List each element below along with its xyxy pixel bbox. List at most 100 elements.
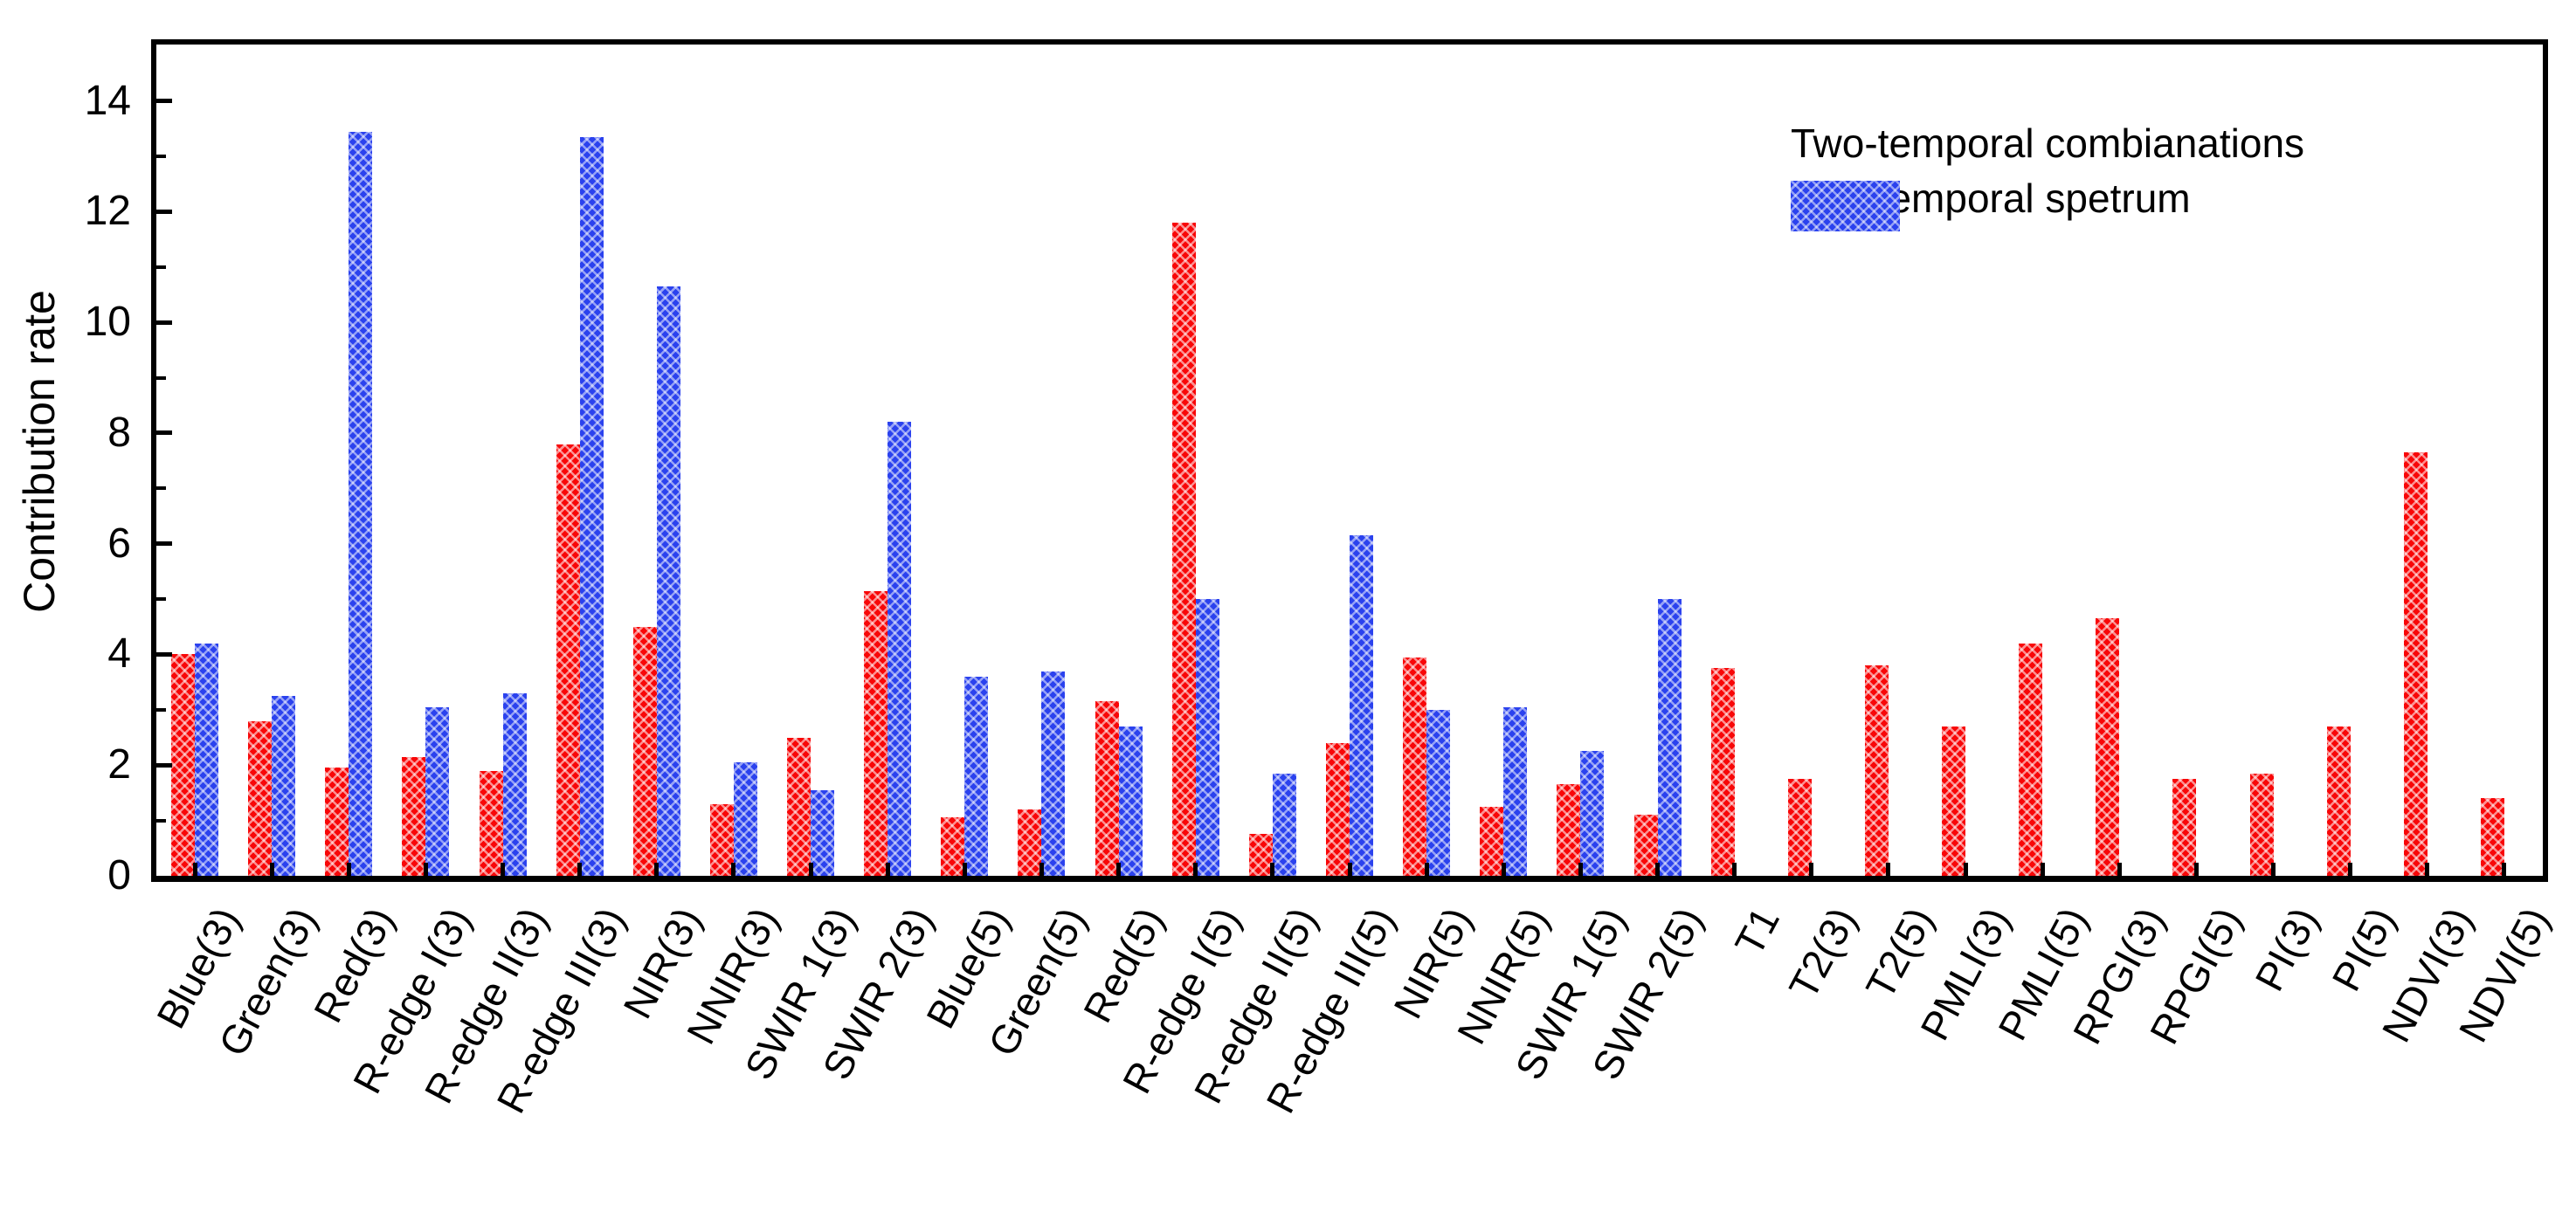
y-tick-label: 12: [84, 188, 131, 235]
x-tick: [1655, 863, 1661, 876]
bar-spectrum-Red(3): [349, 131, 373, 876]
bar-combinations-NDVI(5): [2480, 798, 2504, 876]
bar-spectrum-SWIR 2(5): [1657, 599, 1682, 876]
bar-spectrum-Blue(3): [195, 643, 219, 876]
x-tick: [654, 863, 660, 876]
bar-combinations-R-edge III(5): [1326, 742, 1350, 876]
legend-label-combinations: Two-temporal combianations: [1791, 120, 2305, 166]
y-major-tick: [156, 430, 172, 436]
x-tick: [501, 863, 506, 876]
bar-spectrum-R-edge III(3): [579, 136, 604, 876]
y-minor-tick: [156, 818, 166, 823]
x-tick: [885, 863, 890, 876]
x-tick: [1732, 863, 1737, 876]
y-tick-label: 6: [107, 520, 131, 567]
bar-combinations-NNIR(3): [709, 803, 734, 876]
bar-combinations-RPGI(5): [2172, 779, 2197, 876]
y-major-tick: [156, 99, 172, 104]
bar-spectrum-NNIR(5): [1503, 706, 1528, 876]
bar-spectrum-SWIR 2(3): [887, 422, 912, 876]
bar-combinations-T2(5): [1864, 665, 1889, 876]
x-tick: [2502, 863, 2507, 876]
x-tick: [577, 863, 583, 876]
bar-combinations-Red(3): [325, 768, 349, 876]
bar-combinations-RPGI(3): [2096, 618, 2120, 876]
bar-combinations-NDVI(3): [2403, 452, 2428, 876]
bar-combinations-PMLI(5): [2019, 643, 2043, 876]
bar-combinations-Red(5): [1095, 701, 1119, 876]
y-tick-label: 4: [107, 630, 131, 678]
x-tick: [269, 863, 274, 876]
x-tick: [1270, 863, 1275, 876]
legend-item-spectrum: Two-temporal spetrum: [1791, 176, 2304, 231]
y-tick-label: 8: [107, 409, 131, 456]
bar-combinations-NIR(5): [1403, 657, 1427, 876]
bar-spectrum-NIR(3): [656, 286, 680, 876]
bar-combinations-SWIR 2(5): [1633, 815, 1658, 876]
bar-combinations-R-edge I(3): [402, 756, 426, 876]
bar-combinations-R-edge II(3): [479, 770, 503, 876]
x-tick: [1193, 863, 1198, 876]
y-tick-label: 14: [84, 77, 131, 124]
bar-combinations-SWIR 2(3): [864, 590, 888, 876]
bar-combinations-NIR(3): [632, 626, 657, 876]
bar-spectrum-SWIR 1(5): [1580, 751, 1605, 876]
x-tick-label: T2(5): [1856, 899, 1943, 1007]
x-tick-label: T2(3): [1779, 899, 1866, 1007]
x-tick: [1116, 863, 1122, 876]
bar-combinations-Green(3): [248, 720, 273, 876]
y-major-tick: [156, 541, 172, 547]
x-tick: [731, 863, 736, 876]
bar-combinations-PMLI(3): [1942, 726, 1966, 876]
x-tick: [1963, 863, 1968, 876]
y-minor-tick: [156, 597, 166, 602]
bar-combinations-PI(3): [2249, 773, 2274, 876]
bar-spectrum-R-edge II(3): [502, 692, 527, 876]
y-minor-tick: [156, 155, 166, 159]
y-tick-label: 0: [107, 852, 131, 899]
x-tick: [1347, 863, 1352, 876]
x-tick: [2193, 863, 2199, 876]
y-minor-tick: [156, 707, 166, 712]
x-tick: [2117, 863, 2122, 876]
bar-spectrum-NIR(5): [1426, 709, 1451, 876]
bar-spectrum-SWIR 1(3): [811, 789, 835, 876]
x-tick: [2425, 863, 2430, 876]
y-minor-tick: [156, 375, 166, 380]
y-major-tick: [156, 651, 172, 657]
bar-spectrum-R-edge I(5): [1195, 599, 1219, 876]
bar-combinations-NNIR(5): [1480, 806, 1504, 876]
bar-combinations-PI(5): [2326, 726, 2351, 876]
legend-swatch-blue-icon: [1791, 181, 1900, 231]
y-tick-label: 2: [107, 741, 131, 788]
x-tick: [1501, 863, 1506, 876]
bar-combinations-R-edge II(5): [1248, 834, 1273, 876]
bar-combinations-SWIR 1(3): [787, 737, 811, 876]
x-tick: [1809, 863, 1814, 876]
bar-spectrum-Red(5): [1118, 726, 1143, 876]
x-tick: [192, 863, 197, 876]
y-major-tick: [156, 209, 172, 214]
bar-combinations-R-edge I(5): [1171, 223, 1196, 876]
bar-spectrum-R-edge III(5): [1350, 535, 1373, 876]
x-tick: [2348, 863, 2353, 876]
bar-spectrum-R-edge II(5): [1272, 773, 1296, 876]
bar-combinations-Green(5): [1018, 809, 1042, 876]
bar-spectrum-R-edge I(3): [425, 706, 450, 876]
x-tick: [346, 863, 351, 876]
y-tick-label: 10: [84, 299, 131, 346]
x-tick: [1578, 863, 1583, 876]
x-tick: [808, 863, 813, 876]
x-tick-label: T1: [1725, 899, 1788, 963]
x-tick: [423, 863, 428, 876]
bar-combinations-Blue(3): [171, 654, 196, 876]
x-tick-label: PI(3): [2246, 899, 2327, 999]
y-minor-tick: [156, 265, 166, 269]
bar-combinations-T2(3): [1787, 779, 1812, 876]
x-tick: [1039, 863, 1044, 876]
legend: Two-temporal combianations Two-temporal …: [1791, 121, 2304, 231]
bar-spectrum-NNIR(3): [733, 762, 757, 876]
legend-item-combinations: Two-temporal combianations: [1791, 120, 2305, 231]
plot-area: Two-temporal combianations Two-temporal …: [151, 39, 2548, 882]
bar-combinations-Blue(5): [941, 817, 965, 876]
